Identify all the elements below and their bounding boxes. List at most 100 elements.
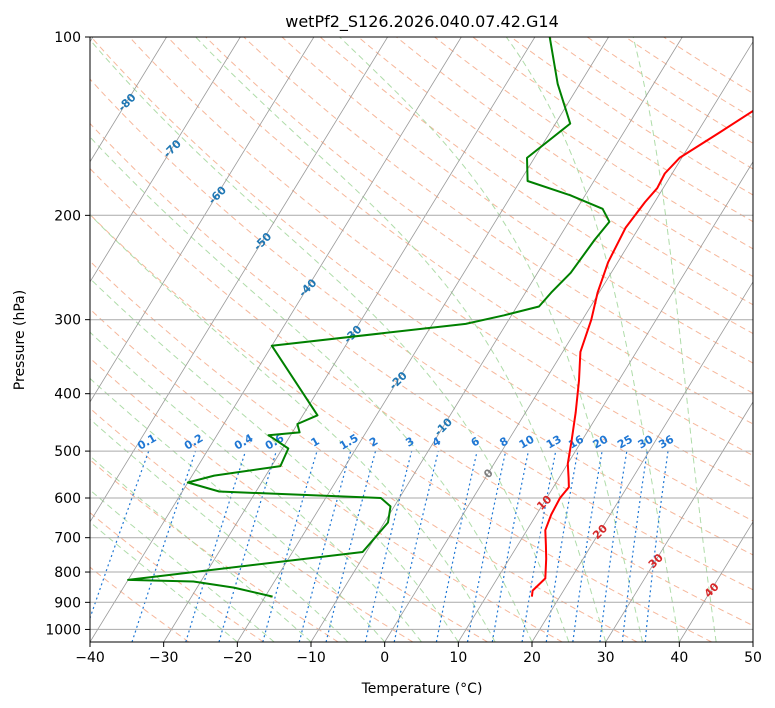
isotherm [90, 37, 241, 283]
x-tick-label: −40 [75, 650, 105, 666]
isotherm-label: 0 [481, 466, 496, 481]
mixing-ratio-label: 30 [636, 432, 656, 451]
moist-adiabat [90, 331, 422, 642]
isotherm [90, 37, 315, 403]
profile-series [127, 37, 753, 598]
x-tick-label: −20 [223, 650, 253, 666]
x-tick-label: 40 [670, 650, 688, 666]
temperature-profile [530, 109, 753, 597]
y-axis-ticks: 100 200 300 400 500 600 700 800 900 1000 [45, 30, 90, 638]
mixing-ratio-labels: 0.1 0.2 0.4 0.6 1 1.5 2 3 4 6 8 10 13 16 20 25 30 36 [135, 431, 676, 452]
isotherm-label: 30 [646, 551, 666, 571]
dry-adiabat [90, 167, 753, 627]
x-tick-label: 20 [523, 650, 541, 666]
isotherm-label: -40 [296, 276, 319, 299]
y-tick-label: 900 [54, 595, 81, 611]
isotherm [90, 37, 388, 523]
dry-adiabat [167, 37, 753, 457]
mixing-ratio-line [90, 450, 150, 620]
moist-adiabat [90, 39, 570, 642]
mixing-ratio-label: 8 [497, 435, 510, 450]
y-tick-label: 800 [54, 565, 81, 581]
mixing-ratio-label: 36 [656, 432, 676, 451]
moist-adiabats [90, 37, 717, 642]
moist-adiabat [505, 37, 680, 642]
mixing-ratio-label: 10 [517, 432, 537, 451]
mixing-ratio-line [572, 450, 603, 642]
mixing-ratio-lines [90, 450, 669, 642]
mixing-ratio-label: 0.4 [232, 431, 256, 452]
isotherm [236, 37, 609, 642]
dry-adiabat [90, 512, 264, 642]
isotherm-label: -100 [22, 0, 51, 24]
mixing-ratio-line [435, 450, 478, 642]
mixing-ratio-label: 0.2 [182, 432, 205, 453]
y-tick-label: 1000 [45, 622, 81, 638]
mixing-ratio-line [491, 450, 529, 642]
mixing-ratio-line [131, 450, 197, 642]
dry-adiabat [90, 260, 638, 642]
mixing-ratio-line [393, 450, 439, 642]
isotherm [678, 521, 753, 642]
moist-adiabat [195, 37, 607, 642]
mixing-ratio-line [521, 450, 557, 642]
mixing-ratio-line [644, 451, 669, 642]
dry-adiabats [90, 37, 753, 642]
mixing-ratio-line [218, 450, 277, 642]
isotherm-label: -60 [206, 183, 229, 206]
dry-adiabat [357, 37, 753, 306]
moist-adiabat [632, 37, 717, 642]
isotherm [310, 37, 683, 642]
y-tick-label: 100 [54, 30, 81, 46]
isotherm [90, 37, 167, 163]
mixing-ratio-line [364, 450, 413, 642]
mixing-ratio-label: 20 [590, 432, 610, 451]
moist-adiabat [90, 489, 275, 642]
dry-adiabat [90, 122, 753, 591]
mixing-ratio-label: 13 [544, 433, 564, 452]
dry-adiabat [396, 37, 753, 278]
isotherm [457, 161, 753, 642]
isotherm [752, 641, 753, 642]
mixing-ratio-line [466, 450, 507, 642]
dry-adiabat [90, 213, 712, 642]
x-tick-label: −30 [149, 650, 179, 666]
dry-adiabat [205, 37, 753, 425]
moist-adiabat [90, 455, 312, 642]
isotherm [384, 40, 753, 642]
y-axis-label: Pressure (hPa) [12, 290, 28, 390]
moist-adiabat [339, 37, 643, 642]
moist-adiabat [90, 136, 533, 642]
isobars [90, 37, 753, 630]
isotherm [605, 401, 753, 642]
plot-frame [89, 36, 754, 643]
x-tick-label: 10 [449, 650, 467, 666]
mixing-ratio-label: 25 [615, 433, 635, 452]
y-tick-label: 200 [54, 208, 81, 224]
mixing-ratio-label: 1 [309, 435, 322, 450]
chart-title: wetPf2_S126.2026.040.07.42.G14 [285, 12, 559, 32]
dry-adiabat [510, 37, 753, 196]
isotherm-label: -70 [161, 137, 184, 160]
x-tick-label: −10 [296, 650, 326, 666]
mixing-ratio-line [621, 451, 648, 642]
mixing-ratio-line [262, 450, 318, 642]
isotherms [90, 37, 753, 642]
moist-adiabat [90, 277, 459, 642]
x-tick-label: 30 [597, 650, 615, 666]
dry-adiabat [90, 308, 563, 642]
mixing-ratio-line [599, 451, 628, 642]
dry-adiabat [90, 357, 488, 642]
isotherm-label: 40 [702, 580, 722, 600]
dry-adiabat [90, 459, 339, 642]
x-tick-label: 50 [744, 650, 762, 666]
dry-adiabat [90, 78, 753, 556]
dry-adiabat [434, 37, 753, 250]
isotherm [531, 281, 753, 642]
mixing-ratio-line [185, 450, 247, 642]
dry-adiabat [90, 566, 190, 642]
dry-adiabat [90, 407, 414, 642]
mixing-ratio-line [545, 450, 579, 642]
